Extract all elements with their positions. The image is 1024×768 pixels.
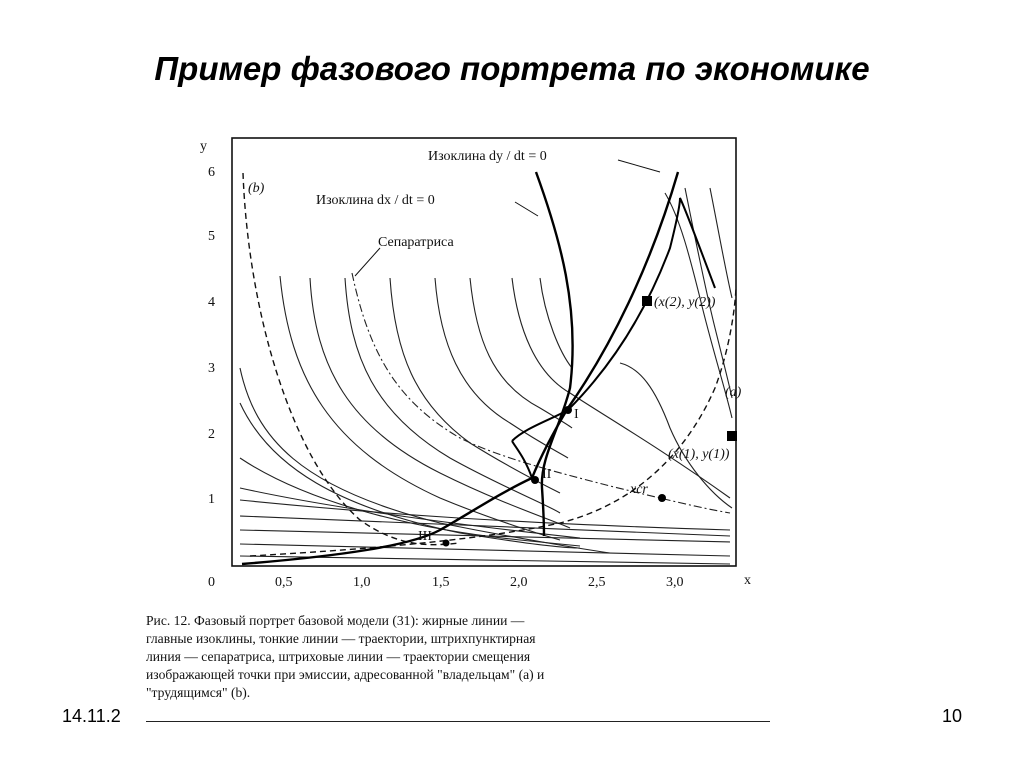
dashed-curve-b xyxy=(242,172,461,546)
trajectory xyxy=(239,402,581,549)
equilibrium-point-I xyxy=(564,406,572,414)
trajectory xyxy=(434,277,569,459)
state-point-2 xyxy=(642,296,652,306)
trajectory xyxy=(709,187,733,299)
trajectory xyxy=(539,277,573,369)
phase-portrait-figure: y x 6 5 4 3 2 1 0 0,5 1,0 1,5 2,0 2,5 3,… xyxy=(140,128,780,728)
x-tick: 0,5 xyxy=(275,575,293,590)
plot-frame xyxy=(231,137,737,567)
y-tick: 2 xyxy=(208,427,215,442)
trajectory xyxy=(664,192,733,419)
leader-dx xyxy=(514,201,539,217)
label-point-II: II xyxy=(542,467,552,482)
label-curve-a: (a) xyxy=(725,385,742,400)
equilibrium-point-III xyxy=(442,539,450,547)
axis-y-label: y xyxy=(200,139,207,154)
trajectory xyxy=(239,499,731,531)
isocline-branch xyxy=(511,197,716,442)
trajectory xyxy=(469,277,573,429)
trajectory xyxy=(239,515,731,537)
slide-date: 14.11.2 xyxy=(62,706,120,726)
trajectory xyxy=(309,277,571,529)
x-tick: 2,5 xyxy=(588,575,606,590)
trajectory xyxy=(684,187,733,399)
caption-line: "трудящимся" (b). xyxy=(146,685,251,700)
y-tick: 6 xyxy=(208,165,215,180)
caption-line: Рис. 12. Фазовый портрет базовой модели … xyxy=(146,613,525,628)
trajectory xyxy=(239,543,731,557)
critical-point-xcr xyxy=(658,494,666,502)
label-xcr: xcr xyxy=(629,482,648,497)
y-tick: 3 xyxy=(208,361,215,376)
y-tick: 5 xyxy=(208,229,215,244)
isocline-dy-line xyxy=(241,171,680,566)
label-curve-b: (b) xyxy=(248,181,265,196)
x-tick: 2,0 xyxy=(510,575,528,590)
x-tick: 3,0 xyxy=(666,575,684,590)
phase-portrait-svg: y x 6 5 4 3 2 1 0 0,5 1,0 1,5 2,0 2,5 3,… xyxy=(200,137,751,590)
trajectory xyxy=(619,362,733,509)
caption-divider xyxy=(146,721,770,722)
equilibrium-point-II xyxy=(531,476,539,484)
trajectory xyxy=(344,277,561,514)
x-tick: 0 xyxy=(208,575,215,590)
separatrix-line xyxy=(351,272,731,514)
label-isocline-dy: Изоклина dy / dt = 0 xyxy=(428,149,547,164)
slide-page-number: 10 xyxy=(941,706,962,726)
trajectories xyxy=(239,187,733,565)
caption-line: изображающей точки при эмиссии, адресова… xyxy=(146,667,545,682)
state-point-1 xyxy=(727,431,737,441)
dashed-curve-a xyxy=(249,287,737,557)
trajectory xyxy=(239,487,581,539)
leader-dy xyxy=(617,159,661,173)
x-tick: 1,5 xyxy=(432,575,450,590)
trajectory xyxy=(279,275,561,541)
label-separatrix: Сепаратриса xyxy=(378,235,454,250)
axis-x-label: x xyxy=(744,573,751,588)
label-point-1: (x(1), y(1)) xyxy=(668,447,730,462)
y-tick: 4 xyxy=(208,295,215,310)
isocline-branch-link xyxy=(511,440,533,479)
isocline-dx-line xyxy=(534,171,574,537)
label-point-I: I xyxy=(574,407,579,422)
caption-line: линия — сепаратриса, штриховые линии — т… xyxy=(146,649,531,664)
label-isocline-dx: Изоклина dx / dt = 0 xyxy=(316,193,435,208)
x-tick: 1,0 xyxy=(353,575,371,590)
label-point-III: III xyxy=(418,529,432,544)
caption-line: главные изоклины, тонкие линии — траекто… xyxy=(146,631,536,646)
trajectory xyxy=(389,277,561,494)
label-point-2: (x(2), y(2)) xyxy=(654,295,716,310)
leader-separatrix xyxy=(354,247,381,277)
trajectory xyxy=(511,277,731,499)
slide-title: Пример фазового портрета по экономике xyxy=(154,50,870,87)
trajectory xyxy=(239,529,731,543)
figure-caption: Рис. 12. Фазовый портрет базовой модели … xyxy=(146,612,770,702)
trajectory xyxy=(239,555,731,565)
y-tick: 1 xyxy=(208,492,215,507)
